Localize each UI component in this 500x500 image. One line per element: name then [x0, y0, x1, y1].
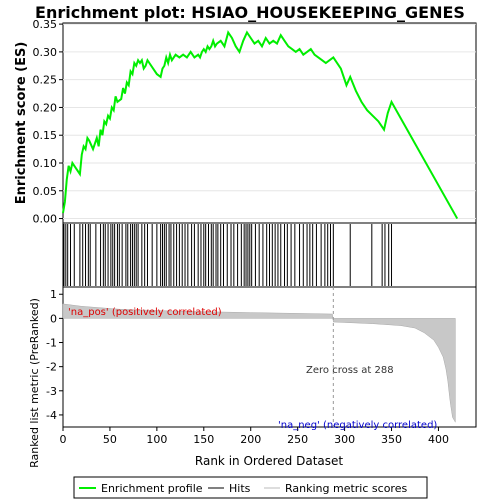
- hit-marks: [63, 224, 393, 286]
- metric-tick-label: -3: [46, 385, 57, 398]
- chart-title: Enrichment plot: HSIAO_HOUSEKEEPING_GENE…: [35, 3, 465, 22]
- x-tick-label: 100: [146, 433, 167, 446]
- metric-tick-label: -2: [46, 361, 57, 374]
- es-tick-label: 0.15: [33, 129, 58, 142]
- x-tick-label: 400: [428, 433, 449, 446]
- x-tick-label: 250: [287, 433, 308, 446]
- legend-label-ranking: Ranking metric scores: [285, 482, 407, 495]
- x-tick-label: 50: [103, 433, 117, 446]
- x-tick-label: 200: [240, 433, 261, 446]
- legend-box: [73, 476, 428, 499]
- zero-cross-label: Zero cross at 288: [306, 365, 394, 376]
- legend-label-enrichment: Enrichment profile: [101, 482, 203, 495]
- x-tick-label: 150: [193, 433, 214, 446]
- metric-tick-label: -1: [46, 337, 57, 350]
- ranking-metric-area: [62, 303, 456, 424]
- es-tick-label: 0.00: [33, 213, 58, 226]
- es-tick-label: 0.35: [33, 18, 58, 31]
- es-grid: [63, 23, 476, 220]
- x-axis-label: Rank in Ordered Dataset: [195, 454, 343, 468]
- es-tick-label: 0.05: [33, 185, 58, 198]
- es-y-label: Enrichment score (ES): [14, 42, 29, 205]
- metric-y-axis: 1 0 -1 -2 -3 -4: [46, 288, 63, 422]
- legend: Enrichment profile Hits Ranking metric s…: [73, 476, 428, 499]
- neg-label: 'na_neg' (negatively correlated): [278, 420, 437, 431]
- enrichment-profile-line: [62, 30, 459, 220]
- es-panel-frame: [62, 22, 477, 224]
- metric-tick-label: -4: [46, 409, 57, 422]
- x-axis: 0 50 100 150 200 250 300 350 400: [60, 427, 449, 446]
- x-tick-label: 300: [334, 433, 355, 446]
- pos-label: 'na_pos' (positively correlated): [68, 307, 222, 318]
- es-tick-label: 0.10: [33, 157, 58, 170]
- metric-tick-label: 0: [50, 312, 57, 325]
- x-tick-label: 350: [381, 433, 402, 446]
- metric-tick-label: 1: [50, 288, 57, 301]
- es-tick-label: 0.25: [33, 74, 58, 87]
- metric-area: [62, 303, 456, 424]
- x-tick-label: 0: [60, 433, 67, 446]
- es-y-axis: 0.00 0.05 0.10 0.15 0.20 0.25 0.30 0.35: [33, 18, 63, 226]
- es-tick-label: 0.20: [33, 101, 58, 114]
- legend-label-hits: Hits: [229, 482, 251, 495]
- metric-y-label: Ranked list metric (PreRanked): [28, 298, 41, 468]
- es-tick-label: 0.30: [33, 46, 58, 59]
